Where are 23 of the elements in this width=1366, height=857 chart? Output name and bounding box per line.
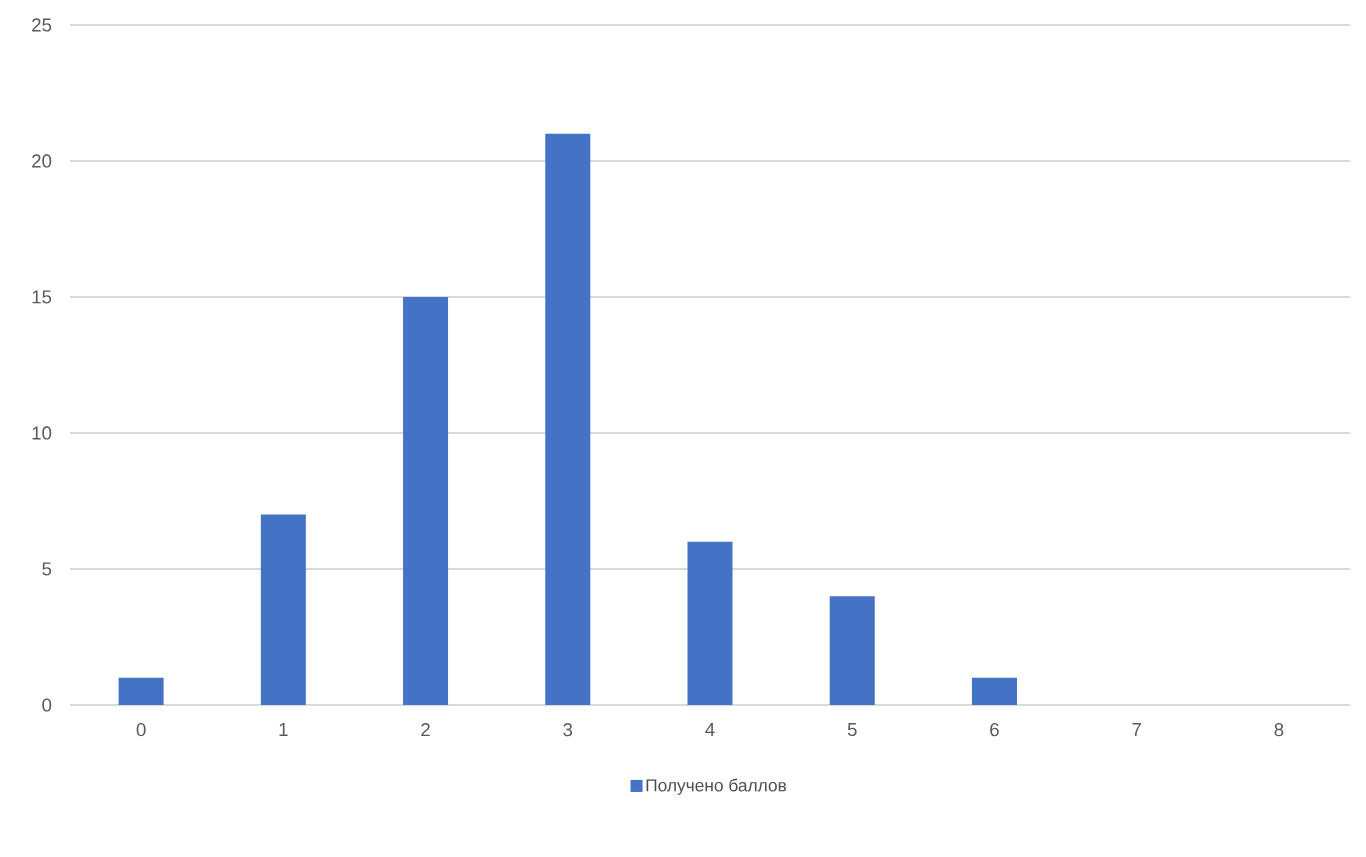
y-tick-label: 15	[32, 290, 52, 304]
y-tick-label: 5	[42, 562, 52, 576]
x-tick-label: 6	[990, 723, 999, 737]
bar	[687, 541, 733, 705]
x-tick-label: 8	[1274, 723, 1284, 737]
bar	[118, 677, 164, 705]
bar	[829, 596, 875, 705]
legend-label: Получено баллов	[646, 778, 787, 795]
x-tick-label: 1	[279, 723, 288, 736]
x-tick-label: 7	[1132, 723, 1141, 736]
bar	[971, 677, 1017, 705]
x-tick-label: 3	[563, 723, 573, 737]
bar	[260, 514, 306, 705]
y-tick-label: 10	[32, 426, 52, 440]
x-tick-label: 2	[421, 723, 430, 737]
x-tick-label: 4	[705, 723, 715, 736]
bar	[403, 296, 449, 705]
x-tick-label: 0	[136, 723, 146, 737]
x-tick-label: 5	[847, 723, 857, 737]
y-tick-label: 25	[32, 18, 52, 32]
bar	[545, 133, 591, 705]
y-tick-label: 0	[42, 698, 52, 712]
y-tick-label: 20	[32, 154, 52, 168]
